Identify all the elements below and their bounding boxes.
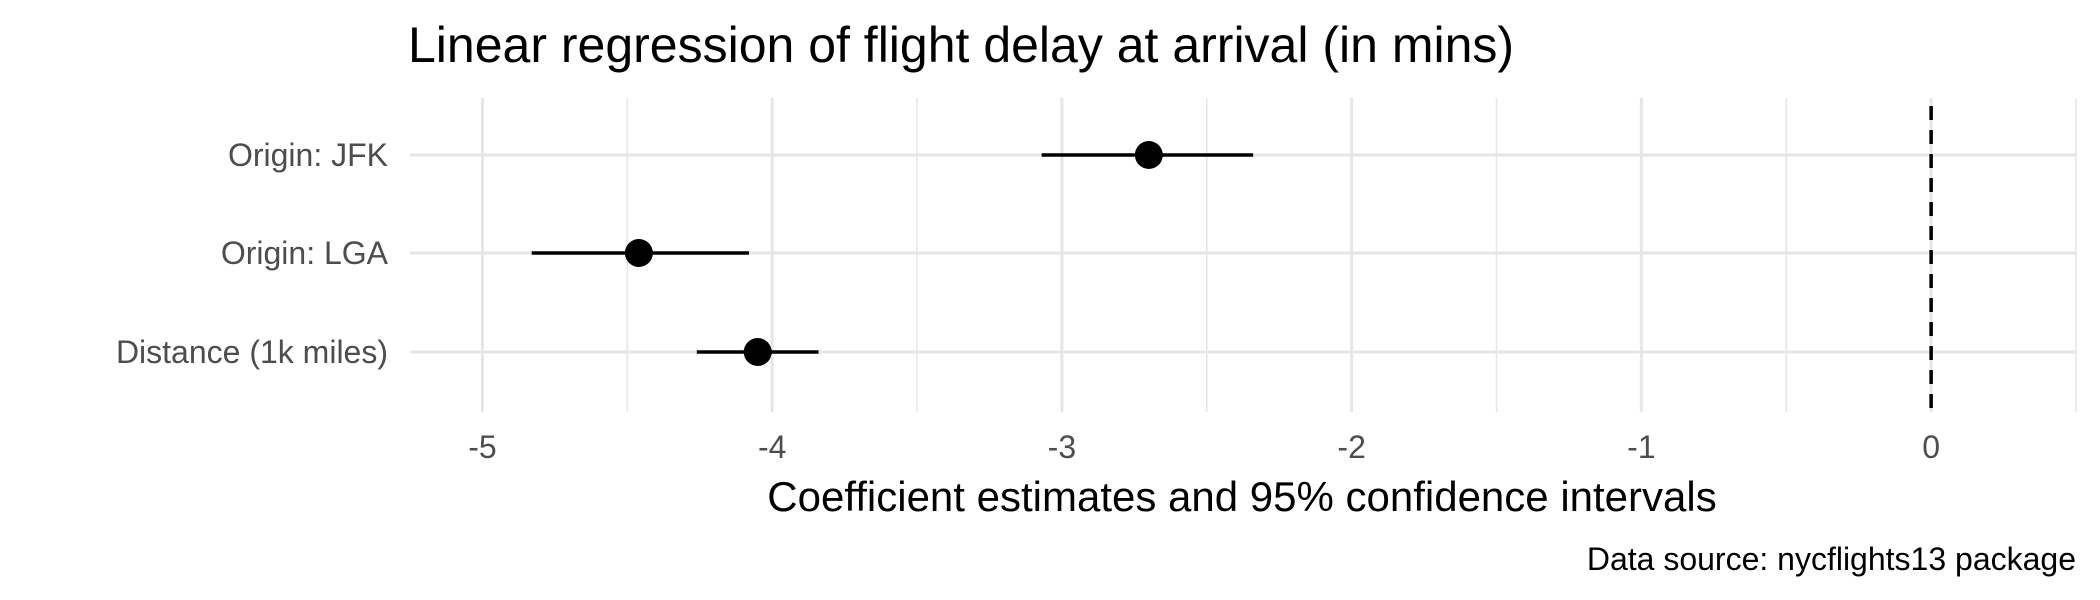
coefficient-point (1134, 141, 1163, 169)
x-axis-label: Coefficient estimates and 95% confidence… (767, 473, 1716, 520)
caption: Data source: nycflights13 package (1587, 541, 2076, 577)
y-tick-label: Origin: JFK (228, 137, 388, 173)
grid (410, 98, 2077, 412)
data-marks (531, 141, 1254, 366)
coefficient-point (624, 239, 653, 267)
x-axis-ticks: -5 -4 -3 -2 -1 0 (468, 429, 1940, 465)
x-tick-label: -1 (1627, 429, 1655, 465)
y-tick-label: Origin: LGA (221, 235, 389, 271)
x-tick-label: -4 (758, 429, 786, 465)
x-tick-label: -5 (468, 429, 496, 465)
x-tick-label: -2 (1337, 429, 1365, 465)
y-axis-labels: Origin: JFK Origin: LGA Distance (1k miles… (116, 137, 389, 370)
y-tick-label: Distance (1k miles) (116, 334, 388, 370)
chart-title: Linear regression of flight delay at arr… (408, 17, 1514, 73)
x-tick-label: 0 (1922, 429, 1940, 465)
coefficient-point (743, 338, 772, 366)
x-tick-label: -3 (1048, 429, 1076, 465)
